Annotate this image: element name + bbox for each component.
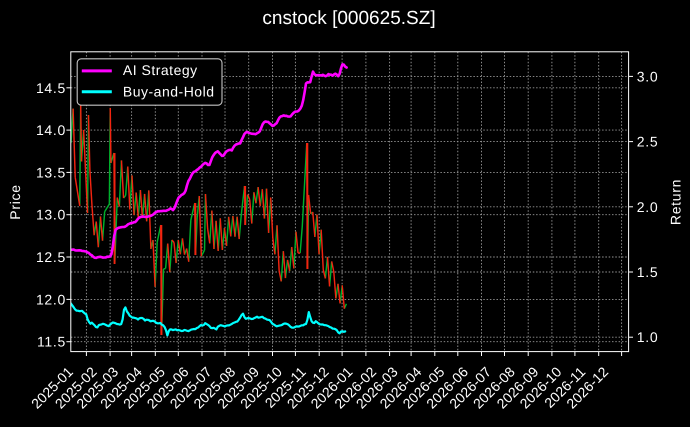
svg-text:Price: Price: [7, 184, 23, 219]
svg-text:2.5: 2.5: [637, 134, 659, 150]
svg-text:AI Strategy: AI Strategy: [123, 62, 198, 78]
svg-text:11.5: 11.5: [37, 334, 66, 350]
svg-text:13.5: 13.5: [36, 164, 66, 180]
svg-text:Return: Return: [668, 179, 684, 225]
svg-text:Buy-and-Hold: Buy-and-Hold: [123, 83, 215, 99]
svg-text:14.5: 14.5: [36, 80, 66, 96]
svg-text:14.0: 14.0: [36, 122, 66, 138]
svg-text:13.0: 13.0: [36, 207, 66, 223]
svg-text:1.0: 1.0: [637, 329, 659, 345]
svg-text:cnstock [000625.SZ]: cnstock [000625.SZ]: [262, 8, 435, 29]
svg-text:12.0: 12.0: [36, 291, 66, 307]
svg-text:12.5: 12.5: [36, 249, 66, 265]
svg-text:1.5: 1.5: [637, 264, 659, 280]
svg-text:3.0: 3.0: [637, 68, 659, 84]
svg-text:2.0: 2.0: [637, 199, 659, 215]
